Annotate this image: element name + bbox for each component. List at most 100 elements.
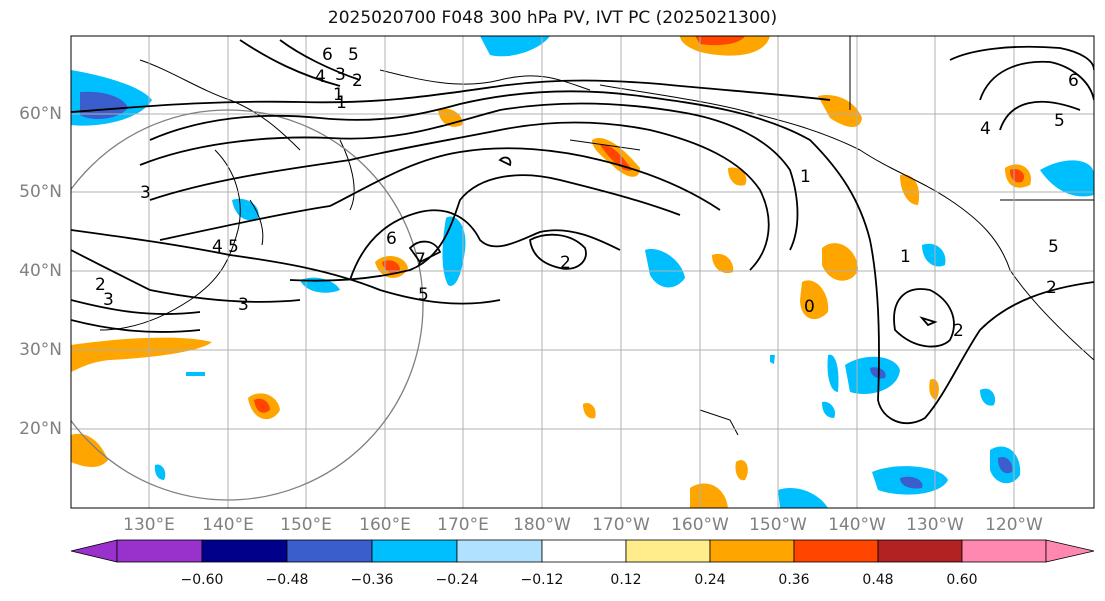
negative-shading [80, 91, 128, 120]
lon-label: 170°W [592, 515, 650, 535]
colorbar-segment [116, 539, 203, 563]
positive-shading [900, 174, 920, 205]
contour-label: 2 [953, 321, 964, 341]
lat-label: 30°N [19, 340, 62, 360]
negative-shading [770, 355, 775, 364]
positive-shading [818, 94, 862, 128]
contour-label: 6 [386, 229, 397, 249]
contour-label: 4 [212, 237, 223, 257]
positive-shading [71, 337, 212, 372]
contour-label: 3 [238, 295, 249, 315]
contour-label: 5 [418, 285, 429, 305]
lat-label: 50°N [19, 182, 62, 202]
negative-shading [845, 356, 900, 394]
contour-label: 6 [1068, 71, 1079, 91]
negative-shading [186, 372, 205, 376]
negative-shading [998, 456, 1013, 474]
colorbar-segment [286, 539, 373, 563]
graticule [71, 36, 1094, 508]
contour-labels: 6 5 4 3 2 1 3 4 5 6 7 5 3 2 3 2 1 0 1 2 … [95, 45, 1079, 341]
colorbar-tick: 0.60 [946, 572, 978, 588]
lon-label: 160°W [671, 515, 729, 535]
positive-shading [583, 402, 596, 419]
lon-label: 170°E [437, 515, 489, 535]
contour-label: 1 [900, 247, 911, 267]
colorbar-segment [961, 539, 1047, 563]
positive-shading [929, 379, 939, 400]
contour-label: 1 [800, 167, 811, 187]
colorbar-tick: −0.36 [350, 572, 394, 588]
positive-shading [600, 144, 632, 171]
colorbar-tick: 0.48 [862, 572, 894, 588]
contour-label: 6 [322, 45, 333, 65]
contour-label: 4 [315, 67, 326, 87]
negative-shading [778, 488, 828, 508]
colorbar-tick: −0.48 [265, 572, 309, 588]
figure-title: 2025020700 F048 300 hPa PV, IVT PC (2025… [327, 8, 778, 28]
negative-shading [645, 249, 685, 288]
lon-label: 150°E [280, 515, 332, 535]
negative-shading [870, 367, 886, 379]
colorbar-tick: 0.36 [778, 572, 810, 588]
negative-shading [900, 476, 923, 489]
lon-label: 140°E [202, 515, 254, 535]
positive-shading [254, 398, 270, 413]
colorbar [70, 539, 1095, 563]
negative-shading [480, 36, 550, 57]
colorbar-segment [877, 539, 963, 563]
contour-label: 5 [348, 45, 359, 65]
contour-label: 1 [333, 85, 344, 105]
colorbar-segment [625, 539, 711, 563]
contour-label: 0 [804, 297, 815, 317]
lat-label: 20°N [19, 419, 62, 439]
contour-label: 5 [1054, 111, 1065, 131]
colorbar-tick: −0.60 [180, 572, 224, 588]
contour-label: 2 [1046, 278, 1057, 298]
positive-shading [735, 460, 748, 481]
colorbar-segment [541, 539, 627, 563]
lon-label: 130°W [906, 515, 964, 535]
colorbar-segment [201, 539, 288, 563]
lat-label: 40°N [19, 261, 62, 281]
range-circle [71, 109, 424, 501]
positive-shading [822, 243, 858, 281]
contour-label: 3 [335, 65, 346, 85]
contour-label: 3 [140, 183, 151, 203]
lon-label: 150°W [749, 515, 807, 535]
contour-label: 7 [415, 250, 426, 270]
negative-shading [922, 243, 946, 267]
negative-shading [442, 216, 466, 286]
contour-label: 2 [95, 275, 106, 295]
coastline-layer [99, 36, 1094, 436]
contour-label: 2 [560, 253, 571, 273]
lon-label: 120°W [985, 515, 1043, 535]
lat-label: 60°N [19, 104, 62, 124]
negative-shading [154, 464, 166, 480]
lon-label: 130°E [123, 515, 175, 535]
colorbar-segment [456, 539, 543, 563]
negative-shading [232, 198, 259, 221]
colorbar-segment [371, 539, 458, 563]
positive-shading [712, 253, 734, 274]
negative-shading [822, 401, 836, 418]
colorbar-segment [709, 539, 795, 563]
positive-shading [800, 280, 829, 320]
contour-label: 2 [352, 71, 363, 91]
contour-label: 1 [336, 93, 347, 113]
lon-label: 180°W [513, 515, 571, 535]
lon-label: 140°W [828, 515, 886, 535]
lon-label: 160°E [359, 515, 411, 535]
contour-label: 5 [1048, 237, 1059, 257]
positive-shading [382, 260, 400, 273]
positive-shading [728, 167, 747, 186]
colorbar-tick: −0.24 [435, 572, 479, 588]
colorbar-tick: 0.12 [610, 572, 642, 588]
contour-label: 5 [228, 237, 239, 257]
positive-shading [695, 36, 745, 46]
contour-label: 3 [103, 290, 114, 310]
colorbar-extend-high [1045, 539, 1095, 563]
positive-shading [71, 433, 108, 467]
colorbar-tick: 0.24 [694, 572, 726, 588]
contour-label: 4 [980, 119, 991, 139]
